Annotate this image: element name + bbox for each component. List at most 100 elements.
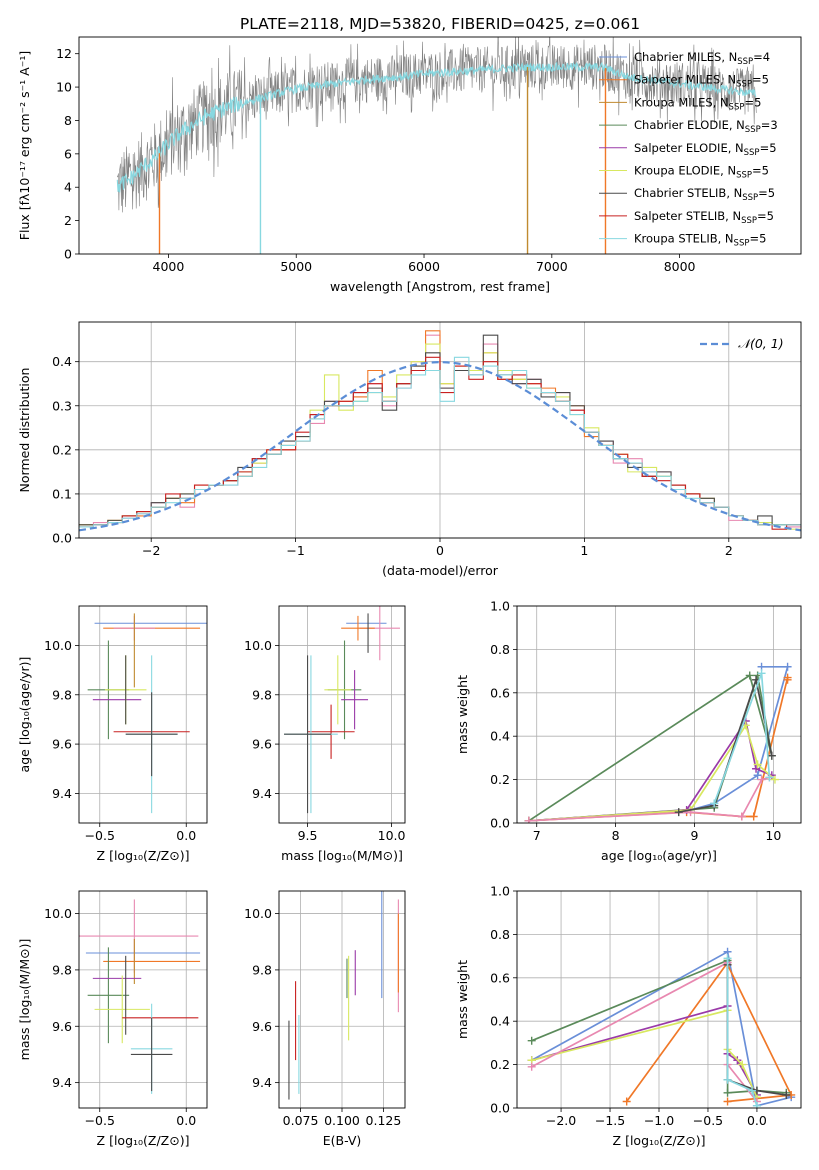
legend-text: Salpeter STELIB, N [634, 209, 741, 223]
x-tick-label: −1.0 [644, 1113, 674, 1128]
spectrum-xlabel: wavelength [Angstrom, rest frame] [330, 279, 550, 294]
weight-point-marker [710, 799, 719, 808]
y-tick-label: 9.8 [252, 687, 272, 702]
weight-point-marker [783, 675, 792, 684]
residuals-xlabel: (data-model)/error [382, 563, 499, 578]
y-tick-label: 0.2 [52, 442, 72, 457]
x-tick-label: 0 [436, 543, 444, 558]
legend-label: Kroupa ELODIE, NSSP=5 [634, 164, 769, 181]
errorbar-point [125, 692, 178, 777]
mass_weight_vs_Z-series [527, 947, 796, 1108]
y-tick-label: 0.0 [490, 1101, 510, 1116]
legend-label: Kroupa MILES, NSSP=5 [634, 95, 761, 112]
y-tick-label: 0.4 [490, 729, 510, 744]
errorbar-point [324, 655, 352, 725]
x-tick-label: 0.125 [366, 1113, 402, 1128]
y-tick-label: 10.0 [44, 638, 72, 653]
x-tick-label: −0.5 [693, 1113, 723, 1128]
weight-point-marker [765, 773, 774, 782]
x-tick-label: −1.5 [595, 1113, 625, 1128]
weight-point-marker [753, 771, 762, 780]
y-tick-label: 0.4 [490, 1014, 510, 1029]
y-tick-label: 0.1 [52, 486, 72, 501]
weight-point-marker [674, 808, 683, 817]
weight-point-marker [752, 764, 761, 773]
age_vs_mass-frame [278, 605, 406, 824]
legend-subscript: SSP [737, 57, 753, 67]
weight-point-marker [752, 1101, 761, 1108]
y-tick-label: 9.4 [252, 786, 272, 801]
errorbar-point [94, 975, 150, 1044]
legend-text: Chabrier STELIB, N [634, 186, 742, 200]
spectrum-ylabel: Flux [fλ10⁻¹⁷ erg cm⁻² s⁻¹ A⁻¹] [17, 51, 32, 240]
y-tick-label: 9.6 [52, 1019, 72, 1034]
mass_vs_ebv-frame [278, 890, 406, 1109]
y-tick-label: 0.0 [52, 531, 72, 546]
legend-text: Kroupa STELIB, N [634, 232, 734, 246]
mass_vs_ebv-errorbars [288, 891, 399, 1100]
mass_vs_ebv-xlabel: E(B-V) [323, 1133, 362, 1148]
x-tick-label: 8 [612, 828, 620, 843]
y-tick-label: 0.3 [52, 398, 72, 413]
x-tick-label: 6000 [408, 259, 440, 274]
y-tick-label: 6 [64, 146, 72, 161]
x-tick-label: 5000 [280, 259, 312, 274]
legend-text: Kroupa ELODIE, N [634, 164, 736, 178]
y-tick-label: 4 [64, 180, 72, 195]
weight-point-marker [527, 1036, 536, 1045]
residuals-axes: −2 −1 0 1 2 0.0 0.1 0.2 0.3 0.4 (data-model)/error… [17, 322, 801, 578]
mass_weight_vs_age-xlabel: age [log₁₀(age/yr)] [601, 848, 717, 863]
x-tick-label: 10.0 [378, 828, 406, 843]
residual-histograms [79, 330, 801, 532]
age_vs_Z-ylabel: age [log₁₀(age/yr)] [17, 657, 32, 773]
mass_vs_Z-axes: −0.5 0.0 9.4 9.6 9.8 10.0 Z [log₁₀(Z/Z⊙)] mass … [17, 891, 207, 1148]
y-tick-label: 8 [64, 113, 72, 128]
y-tick-label: 10.0 [244, 906, 272, 921]
mass_vs_Z-xlabel: Z [log₁₀(Z/Z⊙)] [97, 1133, 190, 1148]
age_vs_mass-xlabel: mass [log₁₀(M/M⊙)] [281, 848, 403, 863]
y-tick-label: 0.8 [490, 642, 510, 657]
legend-subscript: SSP [741, 216, 757, 226]
x-tick-label: −2.0 [546, 1113, 576, 1128]
errorbar-point [341, 615, 375, 641]
y-tick-label: 10.0 [244, 638, 272, 653]
weight-point-marker [723, 1088, 732, 1097]
weight-point-marker [783, 662, 792, 671]
y-tick-label: 1.0 [490, 599, 510, 614]
y-tick-label: 0.2 [490, 1057, 510, 1072]
legend-suffix: =5 [752, 164, 769, 178]
mass_weight_vs_age-frame [516, 605, 802, 824]
legend-subscript: SSP [742, 193, 758, 203]
spectrum-frame [78, 36, 802, 255]
x-tick-label: 0.0 [747, 1113, 767, 1128]
mass_vs_ebv-axes: 0.075 0.100 0.125 9.4 9.6 9.8 10.0 E(B-V) [244, 891, 405, 1148]
legend-label: Chabrier ELODIE, NSSP=3 [634, 118, 778, 135]
legend-text: Chabrier ELODIE, N [634, 118, 745, 132]
y-tick-label: 0 [64, 247, 72, 262]
y-tick-label: 9.4 [52, 1075, 72, 1090]
y-tick-label: 10.0 [44, 906, 72, 921]
subplots-group: 4000 5000 6000 7000 8000024681012wavelength … [17, 36, 802, 1148]
weight-point-marker [723, 954, 732, 963]
y-tick-label: 1.0 [490, 884, 510, 899]
x-tick-label: 10 [765, 828, 781, 843]
legend-subscript: SSP [734, 239, 750, 249]
age_vs_mass-errorbars [284, 606, 400, 814]
x-tick-label: 7000 [536, 259, 568, 274]
y-tick-label: 2 [64, 213, 72, 228]
mass_vs_Z-errorbars [79, 899, 201, 1094]
y-tick-label: 9.8 [52, 687, 72, 702]
weight-point-marker [757, 775, 766, 784]
weight-point-marker [524, 816, 533, 823]
age_vs_Z-xlabel: Z [log₁₀(Z/Z⊙)] [97, 848, 190, 863]
legend-subscript: SSP [745, 125, 761, 135]
x-tick-label: 0.0 [176, 1113, 196, 1128]
y-tick-label: 9.4 [252, 1075, 272, 1090]
legend-subscript: SSP [736, 171, 752, 181]
weight-series-line [678, 676, 773, 813]
legend-text: Salpeter MILES, N [634, 73, 736, 87]
weight-point-marker [723, 1097, 732, 1106]
errorbar-point [130, 1017, 173, 1092]
model-spectrum [116, 61, 757, 193]
